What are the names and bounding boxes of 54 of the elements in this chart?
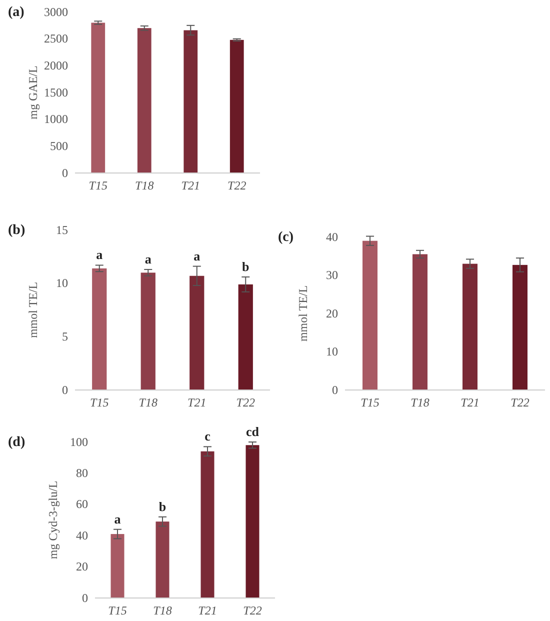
annotation: a [114,511,122,526]
annotation: a [96,247,104,262]
y-tick-label: 0 [332,382,338,397]
annotation: a [144,251,152,266]
annotation: b [242,258,250,274]
annotation: b [158,498,166,514]
y-tick-label: 3000 [44,4,68,19]
annotation: a [194,248,201,264]
annotation: cd [246,424,260,439]
y-tick-label: 30 [326,268,338,282]
x-tick-label: T22 [228,178,246,193]
x-tick-label: T21 [181,178,200,193]
y-axis-title: mg Cyd-3-glu/L [46,480,60,560]
y-axis-title: mmol TE/L [296,285,310,342]
y-tick-label: 60 [76,497,88,512]
x-tick-label: T22 [243,604,262,618]
y-tick-label: 40 [76,528,88,542]
y-tick-label: 500 [50,139,68,154]
y-tick-label: 0 [62,166,68,180]
x-tick-label: T15 [108,604,127,618]
x-tick-label: T15 [360,396,380,410]
x-tick-label: T18 [135,178,154,193]
chart-title: (d) [8,435,26,450]
x-tick-label: T18 [138,396,158,410]
y-tick-label: 1500 [44,85,68,100]
y-tick-label: 100 [70,434,88,449]
x-tick-label: T21 [460,396,480,410]
y-axis-title: mmol TE/L [26,282,40,338]
x-tick-label: T15 [88,178,108,193]
annotation: c [204,428,211,444]
x-tick-label: T18 [410,396,430,410]
y-tick-label: 15 [56,222,68,237]
chart-title: (a) [8,5,25,20]
x-tick-label: T22 [236,396,255,410]
y-tick-label: 0 [62,382,68,397]
y-tick-label: 20 [76,560,88,574]
chart-title: (c) [278,230,294,245]
y-axis-title: mg GAE/L [26,66,40,120]
x-tick-label: T21 [188,396,206,410]
y-tick-label: 80 [76,466,88,480]
y-tick-label: 2500 [44,32,68,46]
y-tick-label: 40 [326,230,338,244]
chart-title: (b) [8,223,26,238]
y-tick-label: 5 [62,330,68,344]
y-tick-label: 20 [326,306,338,320]
y-tick-label: 0 [82,590,88,605]
y-tick-label: 2000 [44,58,68,73]
y-tick-label: 10 [326,344,338,359]
x-tick-label: T21 [198,604,217,618]
x-tick-label: T15 [90,396,109,410]
y-tick-label: 1000 [44,112,68,126]
x-tick-label: T22 [510,396,530,410]
x-tick-label: T18 [153,604,172,618]
y-tick-label: 10 [56,276,68,290]
